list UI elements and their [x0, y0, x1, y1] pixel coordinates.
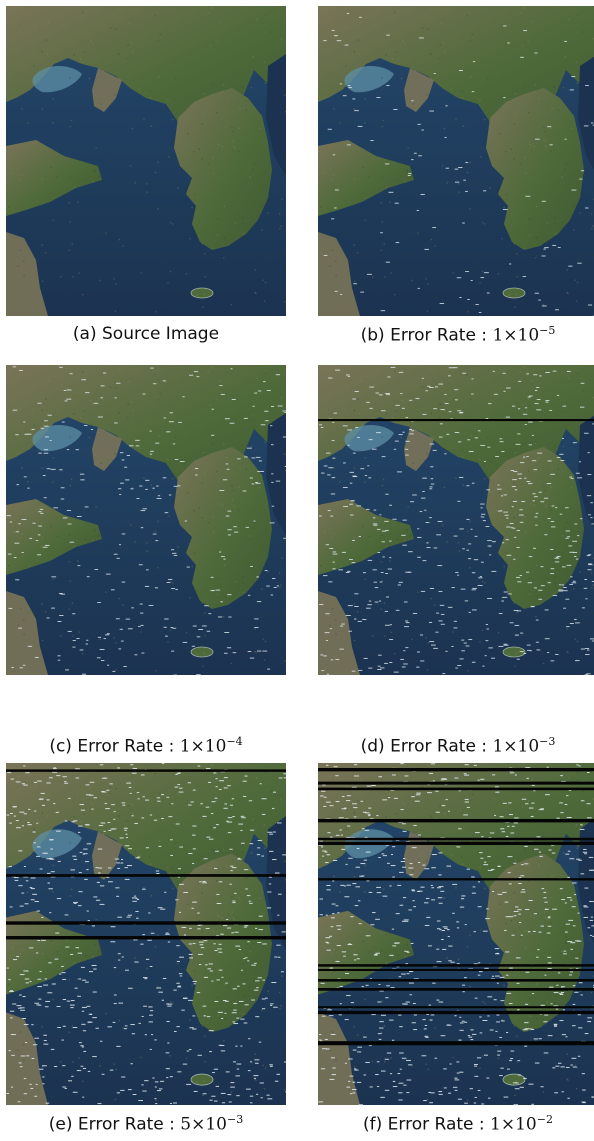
artifact-line — [318, 787, 594, 791]
bohai-bay — [344, 425, 394, 452]
map-render — [6, 6, 286, 316]
map-render — [6, 365, 286, 675]
shandong-peninsula — [318, 140, 414, 216]
caption-exponent: −2 — [536, 1113, 553, 1126]
korean-peninsula — [174, 447, 272, 609]
caption-mantissa: 1 — [179, 736, 191, 757]
caption-label: Error Rate : — [390, 325, 488, 346]
artifact-line — [318, 818, 594, 823]
bohai-bay — [32, 66, 82, 93]
caption-mantissa: 5 — [180, 1114, 192, 1135]
east-sea — [266, 815, 286, 951]
east-sea — [578, 415, 594, 529]
artifact-line — [318, 1041, 594, 1044]
caption-label: Error Rate : — [77, 736, 175, 757]
china-coast — [318, 591, 360, 675]
caption-label: Error Rate : — [390, 736, 488, 757]
east-sea — [266, 54, 286, 176]
east-sea — [578, 818, 594, 944]
caption-exponent: −3 — [539, 735, 556, 748]
artifact-line — [318, 837, 594, 841]
artifact-line — [318, 988, 594, 991]
caption-letter: (e) — [48, 1114, 73, 1135]
korean-peninsula — [174, 853, 272, 1033]
satellite-image-error-e — [6, 763, 286, 1105]
artifact-line — [6, 936, 286, 940]
artifact-line — [6, 874, 286, 877]
artifact-line — [318, 767, 594, 772]
artifact-line — [318, 1011, 594, 1015]
map-render — [318, 365, 594, 675]
map-render — [318, 6, 594, 316]
caption-label: Source Image — [102, 324, 220, 344]
caption-label: Error Rate : — [77, 1114, 175, 1135]
jeju-island — [502, 646, 526, 658]
satellite-image-error-f — [318, 763, 594, 1105]
china-coast — [6, 232, 48, 316]
caption-e: (e) Error Rate : 5×10−3 — [48, 1113, 244, 1135]
artifact-line — [318, 979, 594, 982]
artifact-line — [318, 1006, 594, 1009]
artifact-line — [6, 921, 286, 925]
caption-letter: (b) — [360, 325, 385, 346]
caption-exponent: −5 — [539, 324, 556, 337]
artifact-line — [318, 878, 594, 881]
caption-letter: (c) — [49, 736, 72, 757]
liaodong-peninsula — [92, 427, 122, 471]
caption-f: (f) Error Rate : 1×10−2 — [363, 1113, 553, 1135]
caption-exponent: −4 — [226, 735, 243, 748]
korean-peninsula — [174, 88, 272, 250]
jeju-island — [502, 1073, 526, 1086]
artifact-line — [6, 769, 286, 772]
map-render — [318, 763, 594, 1105]
caption-label: Error Rate : — [387, 1114, 485, 1135]
bohai-bay — [344, 66, 394, 93]
caption-letter: (a) — [72, 324, 97, 344]
satellite-image-source — [6, 6, 286, 316]
shandong-peninsula — [318, 910, 414, 995]
caption-mantissa: 1 — [490, 1114, 501, 1135]
artifact-line — [318, 1042, 594, 1046]
map-render — [6, 763, 286, 1105]
shandong-peninsula — [318, 499, 414, 575]
shandong-peninsula — [6, 499, 102, 575]
satellite-image-error-d — [318, 365, 594, 675]
artifact-line — [318, 964, 594, 967]
satellite-image-error-b — [318, 6, 594, 316]
caption-letter: (d) — [360, 736, 385, 757]
satellite-image-error-c — [6, 365, 286, 675]
caption-a: (a) Source Image — [6, 324, 286, 344]
artifact-line — [318, 841, 594, 846]
korean-peninsula — [486, 88, 584, 250]
artifact-line — [318, 968, 594, 972]
caption-mantissa: 1 — [492, 736, 504, 757]
east-sea — [578, 56, 594, 170]
bohai-bay — [32, 829, 82, 859]
china-coast — [6, 1012, 48, 1105]
jeju-island — [190, 1073, 214, 1086]
caption-b: (b) Error Rate : 1×10−5 — [360, 324, 556, 346]
caption-exponent: −3 — [227, 1113, 244, 1126]
korean-peninsula — [486, 447, 584, 609]
caption-c: (c) Error Rate : 1×10−4 — [49, 735, 243, 757]
caption-d: (d) Error Rate : 1×10−3 — [360, 735, 556, 757]
caption-letter: (f) — [363, 1114, 383, 1135]
shandong-peninsula — [6, 910, 102, 995]
china-coast — [318, 232, 360, 316]
china-coast — [6, 591, 48, 675]
artifact-line — [318, 419, 594, 422]
bohai-bay — [32, 425, 82, 452]
jeju-island — [190, 287, 214, 299]
liaodong-peninsula — [404, 427, 434, 471]
shandong-peninsula — [6, 140, 102, 216]
artifact-line — [318, 781, 594, 785]
east-sea — [266, 413, 286, 535]
liaodong-peninsula — [92, 68, 122, 112]
jeju-island — [190, 646, 214, 658]
korean-peninsula — [486, 853, 584, 1033]
caption-mantissa: 1 — [492, 325, 504, 346]
jeju-island — [502, 287, 526, 299]
